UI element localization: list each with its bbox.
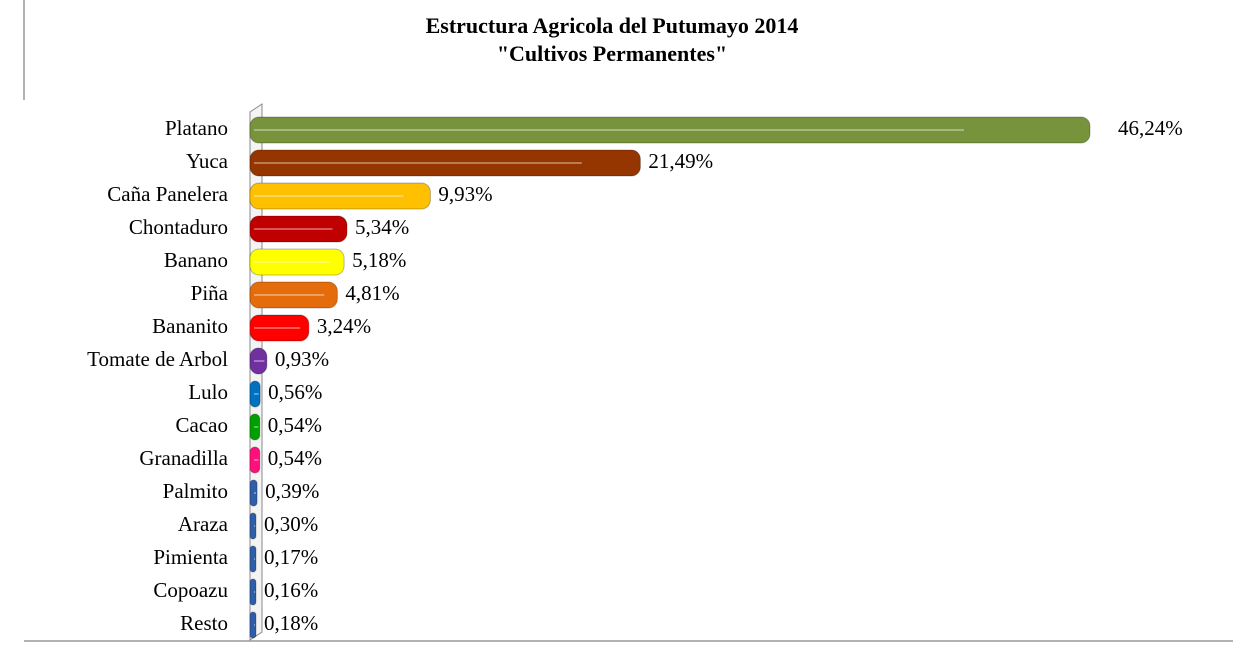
value-label: 0,16%	[264, 578, 318, 602]
value-label: 4,81%	[345, 281, 399, 305]
category-label: Banano	[164, 248, 228, 272]
category-label: Chontaduro	[129, 215, 228, 239]
value-label: 0,30%	[264, 512, 318, 536]
bar	[249, 182, 431, 210]
chart-title: Estructura Agricola del Putumayo 2014	[426, 13, 799, 38]
bar	[249, 545, 257, 573]
category-label: Cacao	[176, 413, 228, 437]
value-label: 5,18%	[352, 248, 406, 272]
value-label: 0,54%	[268, 413, 322, 437]
category-label: Pimienta	[153, 545, 228, 569]
bar	[249, 116, 1091, 144]
value-label: 0,93%	[275, 347, 329, 371]
category-label: Bananito	[152, 314, 228, 338]
bar	[249, 578, 257, 606]
bar	[249, 380, 261, 408]
category-label: Copoazu	[153, 578, 228, 602]
value-label: 3,24%	[317, 314, 371, 338]
value-label: 9,93%	[438, 182, 492, 206]
bar	[249, 479, 258, 507]
value-label: 0,39%	[265, 479, 319, 503]
bar	[249, 413, 261, 441]
category-label: Granadilla	[139, 446, 228, 470]
bar	[249, 347, 268, 375]
bar	[249, 215, 348, 243]
value-label: 0,18%	[264, 611, 318, 635]
category-label: Caña Panelera	[107, 182, 228, 206]
bar	[249, 281, 338, 309]
category-label: Araza	[178, 512, 229, 536]
chart-subtitle: "Cultivos Permanentes"	[497, 41, 727, 66]
value-label: 21,49%	[648, 149, 713, 173]
category-label: Yuca	[186, 149, 229, 173]
category-label: Piña	[191, 281, 229, 305]
category-label: Platano	[165, 116, 228, 140]
value-label: 0,17%	[264, 545, 318, 569]
category-label: Lulo	[188, 380, 228, 404]
bar	[249, 446, 261, 474]
value-label: 5,34%	[355, 215, 409, 239]
category-label: Resto	[180, 611, 228, 635]
bar	[249, 248, 345, 276]
category-label: Palmito	[163, 479, 228, 503]
bar	[249, 611, 257, 639]
bar	[249, 149, 641, 177]
value-label: 0,54%	[268, 446, 322, 470]
value-label: 46,24%	[1118, 116, 1183, 140]
category-label: Tomate de Arbol	[87, 347, 228, 371]
value-label: 0,56%	[268, 380, 322, 404]
bar	[249, 314, 310, 342]
bar	[249, 512, 257, 540]
